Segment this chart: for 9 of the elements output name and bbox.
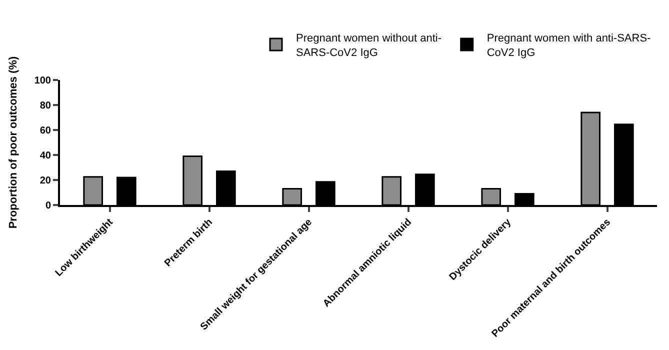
y-tick-label: 20 — [40, 176, 52, 186]
y-tick-label: 100 — [34, 76, 52, 86]
y-tick-label: 40 — [40, 150, 52, 162]
y-tick-label: 80 — [40, 100, 52, 112]
y-axis-title: Proportion of poor outcomes (%) — [7, 56, 20, 229]
legend-label: Pregnant women without anti-SARS-CoV2 IgG — [296, 32, 442, 59]
legend-label: Pregnant women with anti-SARS-CoV2 IgG — [486, 32, 652, 59]
y-tick-label: 60 — [40, 126, 52, 136]
y-tick-label: 0 — [45, 200, 52, 212]
